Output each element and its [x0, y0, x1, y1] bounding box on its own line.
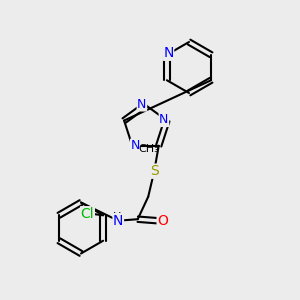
Text: H: H — [112, 212, 121, 222]
Text: O: O — [157, 214, 168, 228]
Text: N: N — [159, 113, 169, 126]
Text: N: N — [113, 214, 123, 228]
Text: Cl: Cl — [81, 207, 94, 221]
Text: N: N — [163, 46, 174, 60]
Text: S: S — [150, 164, 159, 178]
Text: N: N — [130, 139, 140, 152]
Text: CH₃: CH₃ — [138, 144, 159, 154]
Text: N: N — [137, 98, 147, 111]
